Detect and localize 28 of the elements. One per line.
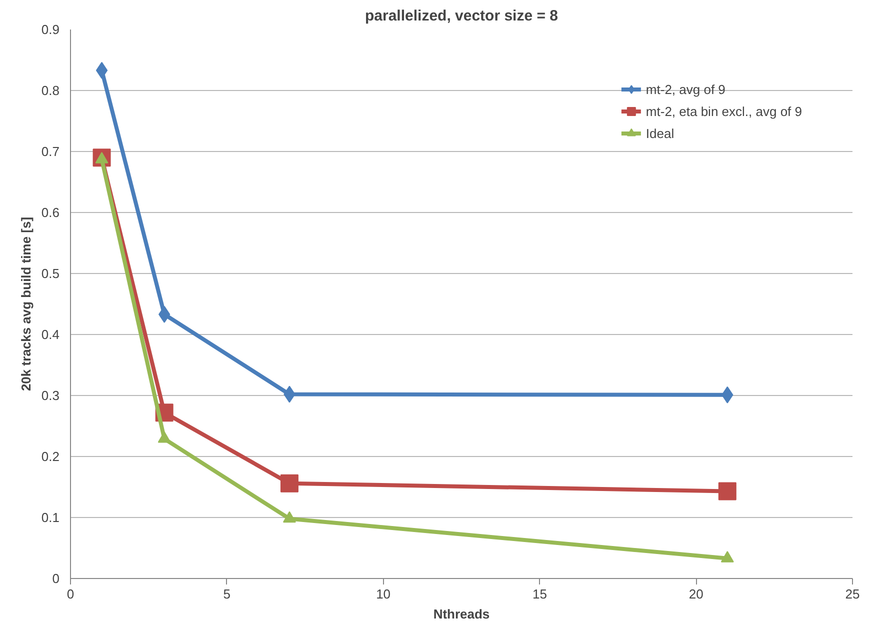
x-tick-label: 20 [688,586,704,602]
legend-label: mt-2, avg of 9 [646,82,726,96]
x-tick-label: 25 [845,586,860,602]
x-axis-title: Nthreads [433,606,490,622]
y-tick-label: 0.5 [41,266,60,281]
point [280,474,298,492]
y-tick-label: 0.8 [41,83,60,98]
y-tick-label: 0.2 [41,449,60,464]
legend-label: mt-2, eta bin excl., avg of 9 [646,104,802,118]
x-tick-label: 5 [223,586,231,602]
y-tick-label: 0.4 [41,327,60,342]
y-axis-title: 20k tracks avg build time [s] [18,216,34,392]
y-tick-label: 0.7 [41,144,60,159]
y-tick-label: 0.1 [41,510,60,525]
y-tick-label: 0.6 [41,205,60,220]
x-tick-label: 10 [376,586,391,602]
legend-label: Ideal [646,126,674,140]
point [96,62,108,79]
chart-title: parallelized, vector size = 8 [364,8,558,24]
y-tick-label: 0 [52,571,60,586]
point [718,482,736,500]
x-tick-label: 0 [66,586,74,602]
y-tick-label: 0.9 [41,22,60,37]
x-tick-label: 15 [532,586,547,602]
point [158,431,171,443]
y-tick-label: 0.3 [41,388,60,403]
point [720,550,734,562]
point [282,511,296,523]
